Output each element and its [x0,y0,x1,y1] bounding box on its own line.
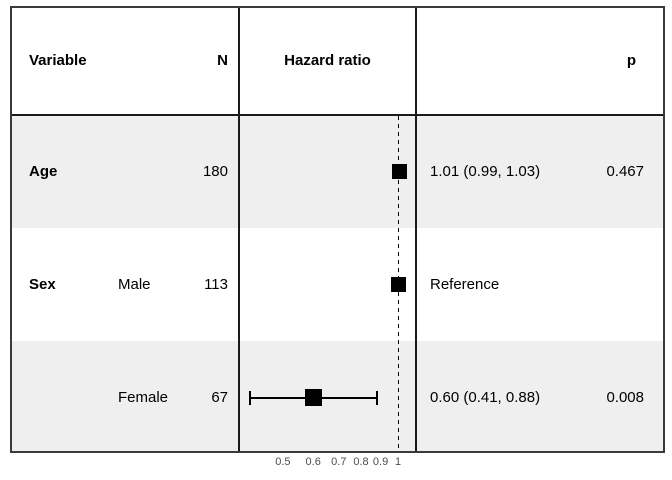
row-n: 67 [211,389,228,406]
header-separator [10,114,665,116]
column-divider-right [415,7,417,452]
row-estimate: 0.60 (0.41, 0.88) [430,389,541,406]
x-tick-label: 1 [395,456,402,468]
row-variable: Sex [29,276,56,293]
row-p-value: 0.467 [606,163,644,180]
row-variable: Age [29,163,58,180]
row-level: Female [118,389,169,406]
x-tick-label: 0.7 [331,456,347,468]
column-divider-left [238,7,240,452]
panel-border [10,6,665,453]
row-stripe-age [12,116,663,228]
row-estimate: 1.01 (0.99, 1.03) [430,163,541,180]
header-p: p [626,52,636,69]
header-n: N [217,52,228,69]
hr-marker [304,389,322,406]
row-level: Male [118,276,151,293]
row-estimate: Reference [430,276,500,293]
row-n: 180 [202,163,228,180]
x-tick-label: 0.5 [275,456,291,468]
row-variable [29,387,117,408]
x-tick-label: 0.6 [305,456,321,468]
x-tick-label: 0.8 [353,456,369,468]
row-stripe-female [12,341,663,451]
hr-marker [390,277,406,292]
row-p-value: 0.008 [606,389,644,406]
row-p-value [540,274,644,295]
ci-cap-low [248,390,251,405]
x-tick-label: 0.9 [372,456,389,468]
hr-marker [392,164,408,179]
row-n: 113 [204,276,228,293]
header-variable: Variable [29,52,87,69]
header-hazard-ratio: Hazard ratio [284,52,371,69]
ci-cap-high [375,390,378,405]
